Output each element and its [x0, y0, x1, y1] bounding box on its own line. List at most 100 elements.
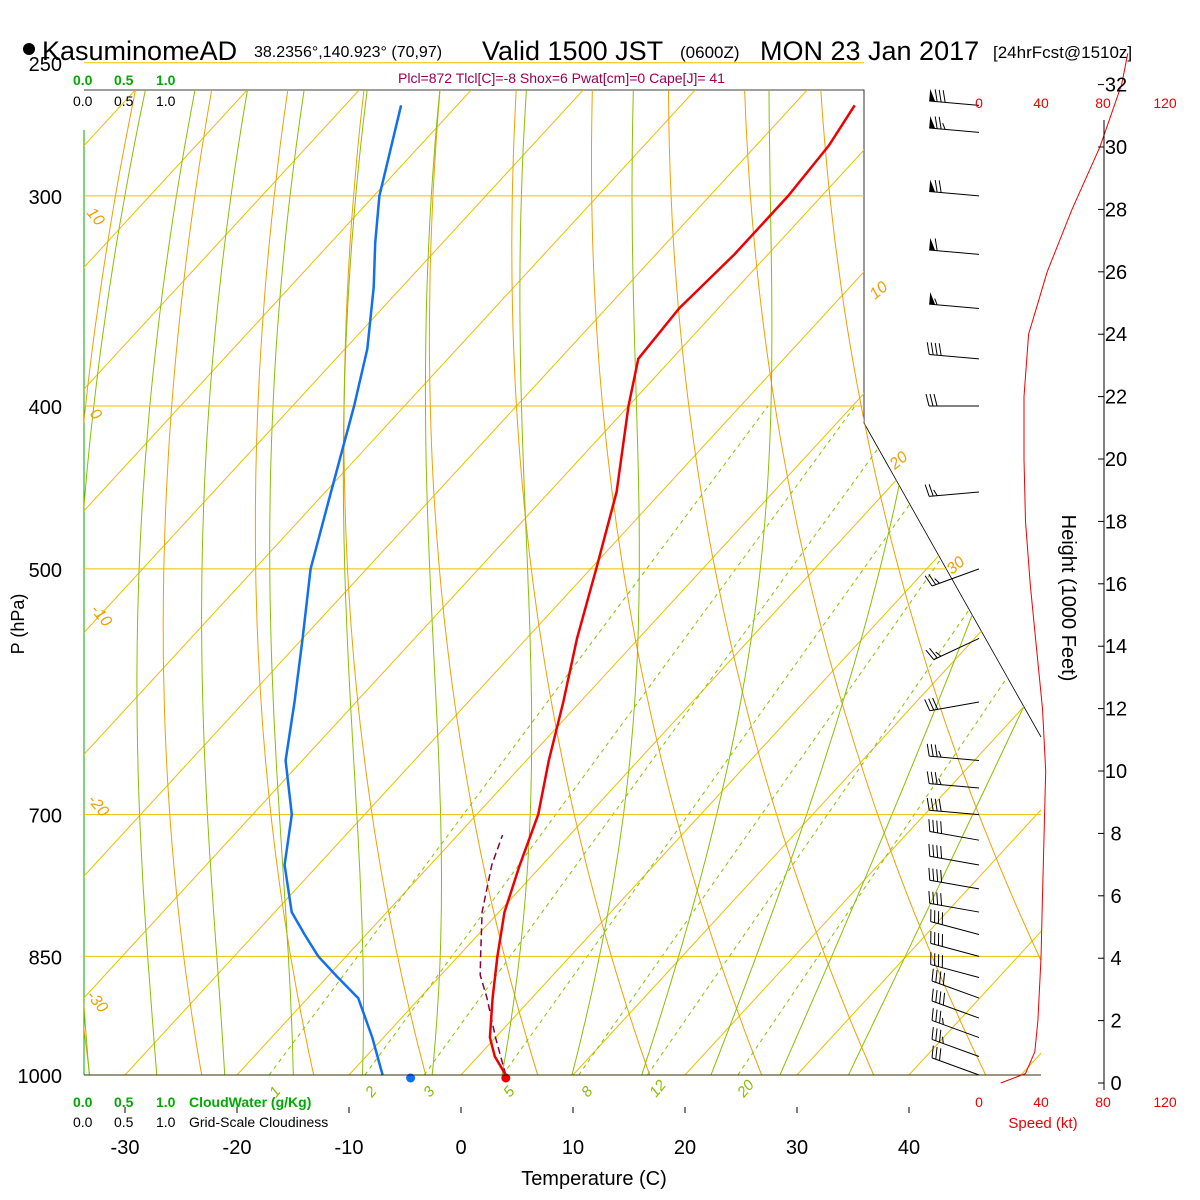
height-tick-label: 26 [1105, 262, 1127, 284]
cloudiness-top-tick: 0.5 [114, 93, 134, 109]
wind-barb-feather [939, 1010, 942, 1024]
isotherm-label: 10 [83, 205, 108, 230]
wind-barb-feather [934, 772, 938, 785]
wind-barb-feather [935, 969, 938, 983]
wind-barb-feather [936, 845, 939, 858]
height-tick-label: 20 [1105, 449, 1127, 471]
wind-barb-feather [942, 1017, 944, 1025]
wind-barb [931, 1008, 980, 1039]
height-tick-label: 0 [1110, 1073, 1121, 1095]
moist-adiabat-line [269, 90, 309, 1075]
wind-barb-feather [933, 489, 938, 496]
wind-barb-staff [929, 127, 980, 133]
wind-barb-feather [925, 393, 930, 407]
isotherm-label: 0 [86, 406, 105, 424]
height-tick-label: 24 [1105, 324, 1127, 346]
mixing-ratio-line [502, 405, 981, 1075]
speed-bottom-tick: 40 [1033, 1094, 1049, 1110]
wind-barb-staff [930, 921, 980, 936]
wind-barb-feather [935, 989, 938, 1003]
wind-barb-pennant [929, 292, 936, 305]
station-name: KasuminomeAD [42, 36, 237, 66]
wind-barb-feather [931, 1008, 934, 1021]
wind-barb-staff [931, 1038, 980, 1057]
x-tick-label: 30 [786, 1137, 808, 1159]
wind-barb-feather [936, 892, 939, 905]
cloudiness-top-tick: 0.0 [73, 93, 93, 109]
speed-bottom-tick: 80 [1095, 1094, 1111, 1110]
dry-adiabat-line [742, 90, 1004, 1075]
wind-barb-feather [931, 1045, 934, 1058]
wind-barb-feather [935, 1009, 938, 1022]
wind-barb-feather [928, 819, 931, 832]
dry-adiabat-line [817, 90, 1041, 1075]
wind-barb-feather [934, 342, 938, 356]
wind-barb-feather [939, 1029, 942, 1043]
pressure-tick-label: 700 [29, 806, 62, 828]
mixing-ratio-line [423, 405, 910, 1075]
speed-top-tick: 80 [1095, 95, 1111, 111]
wind-barb-feather [938, 180, 942, 193]
wind-barb-staff [929, 831, 980, 841]
wind-barb-staff [929, 809, 980, 816]
wind-barb [931, 1045, 980, 1076]
isotherm-line [84, 90, 808, 1075]
valid-time: Valid 1500 JST [482, 36, 663, 66]
wind-barb-feather [942, 1036, 944, 1044]
wind-barb-feather [938, 116, 942, 130]
speed-bottom-tick: 120 [1153, 1094, 1177, 1110]
wind-barb-staff [929, 249, 980, 255]
mixing-ratio-label: 8 [578, 1083, 597, 1101]
wind-barb-staff [929, 491, 980, 497]
wind-barb-feather [928, 574, 937, 585]
wind-barb-feather [942, 992, 946, 1006]
valid-date: MON 23 Jan 2017 [760, 36, 979, 66]
mixing-ratio-label: 12 [646, 1076, 670, 1100]
wind-barb-feather [934, 798, 938, 811]
height-tick-label: 28 [1105, 199, 1127, 221]
wind-barb-feather [934, 298, 938, 305]
wind-barb-feather [940, 821, 943, 834]
mixing-ratio-label: 5 [500, 1083, 519, 1101]
height-tick-label: 14 [1105, 636, 1127, 658]
wind-barb-staff [929, 783, 980, 789]
wind-barb-feather [934, 744, 938, 757]
moist-adiabat-line [629, 90, 773, 1075]
wind-barb [926, 342, 980, 360]
dry-adiabat-line [668, 90, 891, 1075]
wind-barb-staff [929, 879, 980, 890]
mixing-ratio-label: 20 [733, 1076, 758, 1101]
moist-adiabat-line [84, 90, 152, 1075]
wind-barb-feather [942, 122, 946, 130]
wind-barb [930, 931, 980, 957]
wind-barb [928, 843, 980, 866]
wind-barb-feather [940, 893, 943, 906]
wind-barb-feather [924, 699, 931, 711]
header: KasuminomeAD 38.2356°,140.923° (70,97) V… [23, 36, 1132, 86]
wind-barb-feather [942, 90, 946, 103]
isotherm-line [124, 90, 1032, 1075]
mixing-ratio-line [268, 405, 769, 1075]
wind-barb-feather [930, 771, 934, 785]
moist-adiabat-line [763, 90, 1041, 1075]
pressure-tick-label: 250 [29, 54, 62, 76]
x-tick-label: 0 [455, 1137, 466, 1159]
cloudwater-top-tick: 0.5 [114, 72, 134, 88]
dry-adiabat-line [891, 90, 1041, 1075]
wind-speed-profile-line [1000, 53, 1129, 1084]
wind-barb-feather [939, 971, 942, 984]
cloudwater-top-tick: 0.0 [73, 72, 93, 88]
wind-barb [925, 638, 980, 661]
wind-barb-feather [930, 342, 934, 355]
wind-barb [928, 867, 980, 890]
wind-barb-staff [931, 1000, 980, 1019]
pressure-tick-label: 300 [29, 187, 62, 209]
wind-barb [929, 179, 980, 197]
moist-adiabat-line [201, 90, 253, 1075]
wind-barb-feather [939, 1048, 942, 1061]
wind-barb-staff [931, 980, 980, 999]
wind-barb [924, 484, 980, 497]
isotherm-label: 20 [886, 449, 911, 474]
x-tick-label: -20 [223, 1137, 252, 1159]
